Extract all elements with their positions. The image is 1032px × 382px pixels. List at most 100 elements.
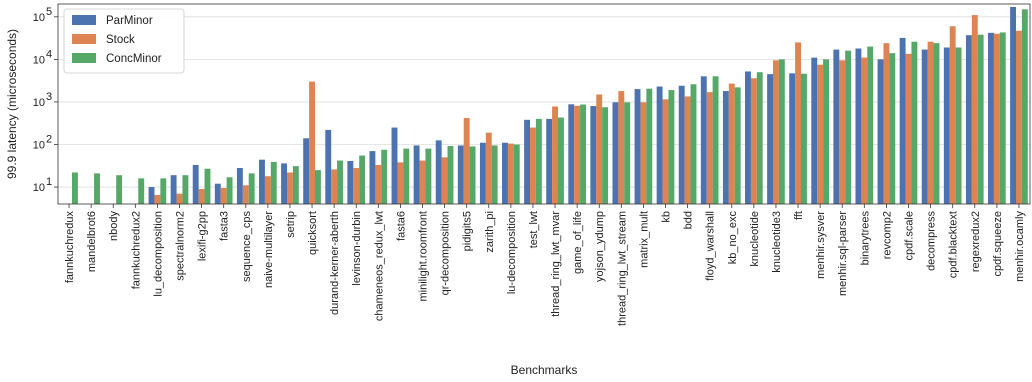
x-tick-label: thread_ring_lwt_mvar [550,211,562,317]
x-tick-label: kb [661,211,673,223]
y-tick-label: 10 [33,140,45,152]
bar-stock [728,83,735,204]
y-tick-exponent: 5 [46,6,52,18]
bar-stock [441,157,448,204]
bar-concminor [889,53,896,205]
bar-concminor [712,76,719,204]
x-tick-label: floyd_warshall [705,211,717,281]
bar-parminor [833,49,840,205]
bar-stock [706,92,713,204]
bar-concminor [425,148,432,204]
x-tick-label: kb_no_exc [727,211,739,265]
bar-concminor [535,118,542,204]
bar-parminor [722,91,729,204]
plot-frame [57,3,1031,205]
x-tick-label: knucleotide [749,211,761,267]
bar-concminor [491,145,498,204]
bars [71,7,1028,205]
x-tick-label: pidigits5 [462,211,474,251]
x-tick-label: knucleotide3 [771,211,783,273]
bar-concminor [182,175,189,204]
x-axis-ticks: fannkuchredux mandelbrot6 nbody fannkuchred… [64,204,1026,326]
bar-stock [839,60,846,204]
bar-concminor [359,155,366,204]
x-tick-label: nbody [108,211,120,241]
bar-stock [198,189,205,204]
bar-parminor [281,163,288,204]
bar-stock [242,185,249,204]
bar-stock [507,143,514,204]
bar-parminor [170,175,177,204]
x-tick-label: mandelbrot6 [86,211,98,272]
x-tick-label: quicksort [307,211,319,255]
legend-swatch [72,34,96,44]
bar-parminor [943,47,950,205]
bar-stock [662,99,669,204]
bar-concminor [646,88,653,204]
bar-concminor [1021,9,1028,205]
bar-stock [861,57,868,204]
x-axis-title: Benchmarks [511,363,578,377]
bar-stock [375,164,382,204]
y-tick-exponent: 1 [46,176,52,188]
x-tick-label: lexifi-g2pp [197,211,209,261]
bar-parminor [457,145,464,204]
y-tick-label: 10 [33,54,45,66]
bar-parminor [502,142,508,204]
legend-swatch [72,15,96,25]
bar-parminor [568,104,575,204]
x-tick-label: chameneos_redux_lwt [373,211,385,321]
legend: ParMinor Stock ConcMinor [63,8,185,74]
x-tick-label: menhir.ocamly [1014,211,1026,282]
bar-concminor [800,73,807,204]
x-tick-label: lu-decomposition [506,211,518,294]
bar-stock [353,168,360,204]
x-tick-label: naive-multilayer [263,211,275,288]
legend-label: ConcMinor [106,53,162,65]
bar-stock [640,102,647,204]
bar-parminor [899,37,906,204]
bar-stock [287,172,293,204]
x-tick-label: cpdf.scale [904,211,916,261]
x-tick-label: thread_ring_lwt_stream [616,211,628,326]
bar-stock [949,26,956,205]
bar-concminor [602,107,609,204]
bar-concminor [71,172,78,204]
bar-parminor [700,76,707,204]
x-tick-label: qr-decomposition [440,211,452,295]
x-tick-label: fannkuchredux [64,211,76,284]
bar-concminor [624,102,631,204]
bar-stock [618,91,625,204]
x-tick-label: cpdf.squeeze [992,211,1004,276]
bar-parminor [988,32,994,204]
bar-parminor [590,106,597,204]
bar-concminor [911,41,918,205]
bar-parminor [877,59,884,204]
bar-parminor [745,71,751,204]
bar-stock [154,195,161,204]
bar-parminor [1010,7,1017,205]
y-axis-title: 99.9 latency (microseconds) [5,29,19,179]
x-tick-label: test_lwt [528,211,540,248]
y-tick-exponent: 4 [46,48,52,60]
bar-concminor [337,160,343,204]
bar-stock [905,53,912,204]
x-tick-label: levinson-durbin [351,211,363,286]
bar-parminor [921,49,928,205]
bar-concminor [756,72,763,204]
bar-concminor [314,170,321,204]
bar-stock [750,78,757,204]
y-tick-label: 10 [33,97,45,109]
x-tick-label: setrip [285,211,297,238]
bar-stock [309,81,315,204]
bar-stock [684,96,691,204]
bar-concminor [116,175,123,204]
bar-parminor [413,145,420,204]
x-tick-label: bdd [683,211,695,229]
bar-parminor [192,164,199,204]
bar-concminor [292,166,299,204]
bar-concminor [138,178,145,204]
x-tick-label: menhir.sql-parser [837,211,849,296]
